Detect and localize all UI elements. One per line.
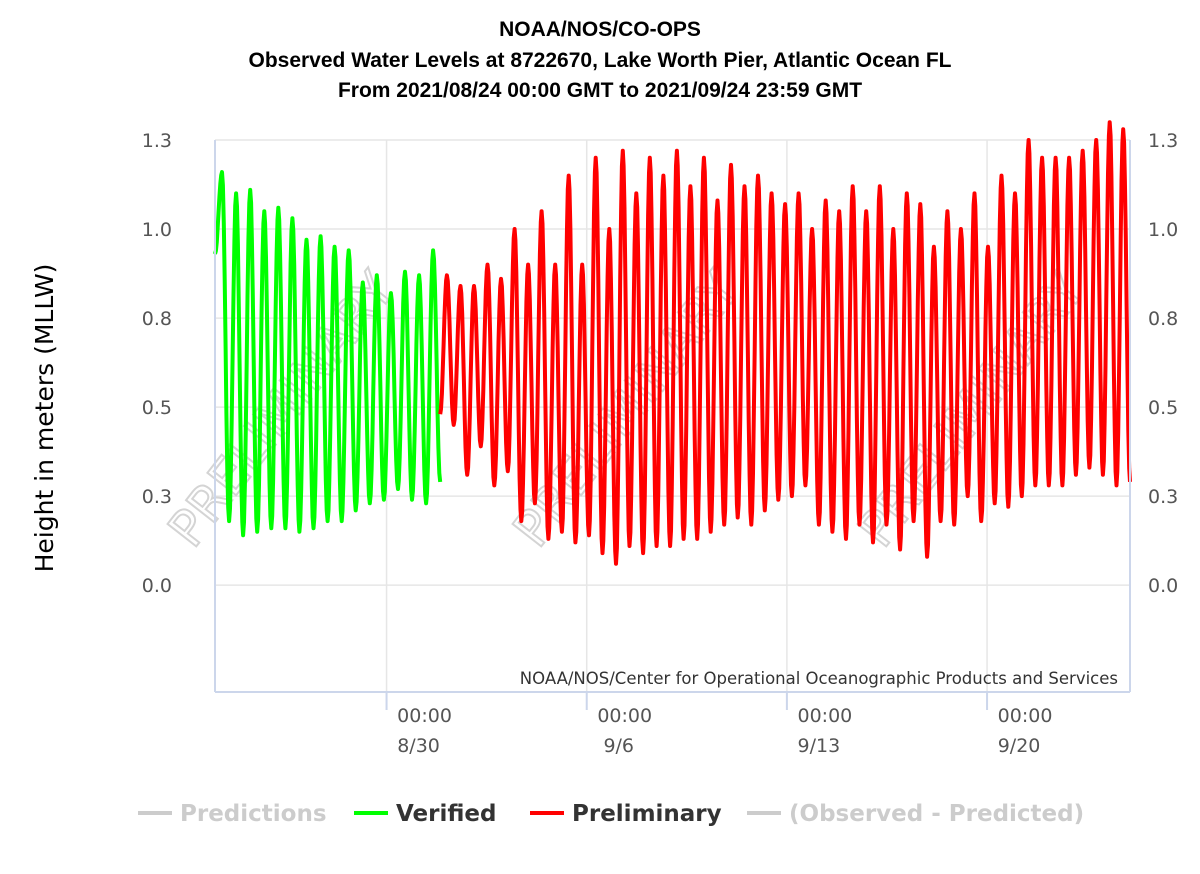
series-line-preliminary [438,120,1132,566]
y-tick-labels-right: 1.3 1.0 0.8 0.5 0.3 0.0 [1148,130,1178,597]
data-series [213,120,1132,566]
y-tick-label-left: 0.3 [142,486,172,508]
x-tick-label-date: 9/13 [798,735,841,757]
series-line-verified [213,170,443,538]
legend-label: (Observed - Predicted) [789,801,1084,827]
chart-title-line-2: Observed Water Levels at 8722670, Lake W… [248,49,951,72]
y-tick-label-left: 1.0 [142,219,172,241]
x-tick-label-time: 00:00 [798,705,853,727]
legend-item-2[interactable]: Verified [354,801,496,827]
chart-title-line-3: From 2021/08/24 00:00 GMT to 2021/09/24 … [338,79,862,102]
y-tick-label-left: 0.0 [142,575,172,597]
y-tick-label-left: 1.3 [142,130,172,152]
y-tick-label-right: 0.5 [1148,397,1178,419]
legend-label: Preliminary [572,801,722,827]
chart-legend: Predictions Verified Preliminary (Observed … [138,801,1084,827]
y-tick-label-right: 0.3 [1148,486,1178,508]
y-tick-label-left: 0.5 [142,397,172,419]
y-tick-labels-left: 1.3 1.0 0.8 0.5 0.3 0.0 [142,130,172,597]
x-tick-label-time: 00:00 [397,705,452,727]
plot-axes [214,140,1131,693]
chart-title-line-1: NOAA/NOS/CO-OPS [499,18,701,41]
x-tick-label-date: 9/20 [998,735,1041,757]
y-axis-label: Height in meters (MLLW) [30,264,59,573]
y-tick-label-right: 1.0 [1148,219,1178,241]
y-tick-label-left: 0.8 [142,308,172,330]
legend-label: Predictions [180,801,327,827]
x-tick-labels: 00:00 8/30 00:00 9/6 00:00 9/13 00:00 9/20 [397,705,1052,757]
x-tick-label-date: 8/30 [397,735,440,757]
y-tick-label-right: 1.3 [1148,130,1178,152]
y-tick-label-right: 0.8 [1148,308,1178,330]
legend-item-1[interactable]: Predictions [138,801,327,827]
legend-item-4[interactable]: (Observed - Predicted) [747,801,1084,827]
y-tick-label-right: 0.0 [1148,575,1178,597]
x-tick-label-time: 00:00 [597,705,652,727]
x-tick-label-time: 00:00 [998,705,1053,727]
legend-label: Verified [396,801,496,827]
credit-text: NOAA/NOS/Center for Operational Oceanogr… [520,669,1118,688]
x-tick-label-date: 9/6 [603,735,634,757]
chart-title: NOAA/NOS/CO-OPS Observed Water Levels at… [248,18,951,102]
legend-item-3[interactable]: Preliminary [530,801,722,827]
